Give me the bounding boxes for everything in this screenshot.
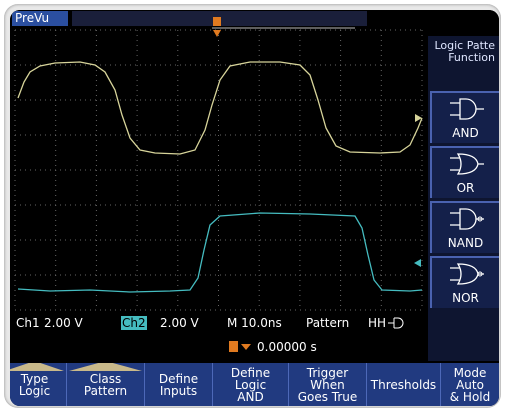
graticule [10,10,428,363]
page: {"top_bar": {"label": "PreVu"}, "side_me… [0,0,507,414]
button-label: When [289,379,366,391]
gate-icon [446,152,486,176]
body: PreVu Logic Patte Function ANDORNANDNOR … [0,0,507,414]
ch1-trace [18,62,422,154]
button-label: Thresholds [367,379,440,391]
ch2-trace [18,213,422,292]
gate-shape [450,99,484,119]
logic-button[interactable]: NOR [430,256,499,308]
button-label: Logic [10,385,66,397]
trigger-pos-icon [228,340,254,354]
button-label: Pattern [67,385,144,397]
button-label: & Hold [441,391,499,403]
gate-shape [450,209,484,229]
button-label: AND [213,391,288,403]
gate-icon [446,262,486,286]
button-label: Define [213,367,288,379]
timebase: M 10.0ns [227,316,282,330]
button-label: Class [67,373,144,385]
menu-button[interactable]: Thresholds [366,363,440,406]
trigger-position: 0.00000 s [257,340,317,354]
trigger-arrow [213,30,221,37]
ch1-label: Ch1 [16,316,40,330]
ch2-level [414,259,421,267]
gate-shape [450,264,484,284]
trigger-marker [213,17,221,26]
button-label: Inputs [145,385,212,397]
menu-title: Function [448,52,499,64]
button-label: OR [432,181,499,195]
button-label: NAND [432,236,499,250]
ch2-scale: 2.00 V [160,316,199,330]
button-label: Auto [441,379,499,391]
ch1-scale: 2.00 V [44,316,83,330]
menu-tab [10,363,64,371]
logic-button[interactable]: OR [430,146,499,198]
logic-button[interactable]: AND [430,91,499,143]
button-label: NOR [432,291,499,305]
trigger-state: HH [368,316,386,330]
menu-tab [69,363,142,371]
trigger-icon [386,316,406,330]
button-label: AND [432,126,499,140]
button-label: Trigger [289,367,366,379]
gate-shape [450,154,484,174]
gate-icon [446,207,486,231]
button-label: Logic [213,379,288,391]
button-label: Type [10,373,66,385]
gate-icon [446,97,486,121]
button-label: Define [145,373,212,385]
button-label: Mode [441,367,499,379]
trigger-type: Pattern [306,316,349,330]
logic-button[interactable]: NAND [430,201,499,253]
grid [15,30,422,310]
ch2-label: Ch2 [121,316,147,330]
button-label: Goes True [289,391,366,403]
